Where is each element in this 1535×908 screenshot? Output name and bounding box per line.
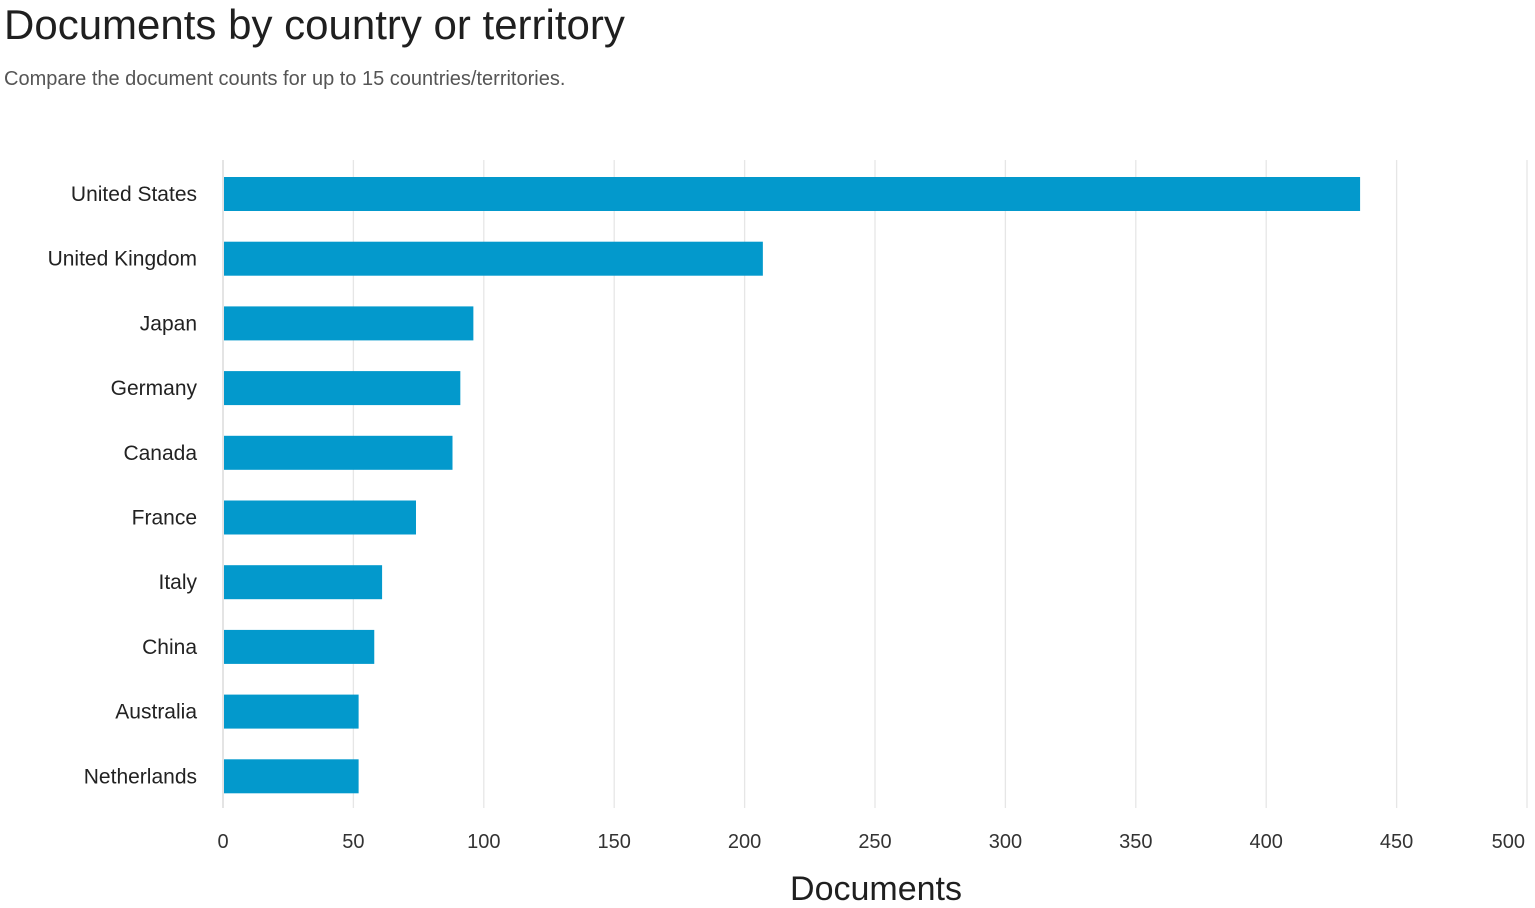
bar[interactable]: [224, 500, 416, 535]
chart-subtitle: Compare the document counts for up to 15…: [4, 68, 566, 90]
category-label: Germany: [111, 377, 198, 400]
x-tick-label: 400: [1250, 831, 1283, 853]
bars: [224, 177, 1361, 794]
bar[interactable]: [224, 435, 453, 470]
category-label: Canada: [123, 442, 197, 465]
category-label: Netherlands: [84, 765, 197, 788]
category-label: Italy: [158, 571, 197, 594]
bar[interactable]: [224, 694, 359, 729]
bar[interactable]: [224, 565, 383, 600]
x-tick-label: 200: [728, 831, 761, 853]
category-labels: United States United Kingdom Japan Germany C…: [48, 183, 198, 788]
x-tick-label: 250: [858, 831, 891, 853]
x-tick-label: 150: [598, 831, 631, 853]
x-tick-label: 500: [1492, 831, 1525, 853]
category-label: France: [132, 507, 197, 530]
chart-title: Documents by country or territory: [4, 1, 625, 48]
x-tick-label: 300: [989, 831, 1022, 853]
x-tick-label: 50: [342, 831, 364, 853]
category-label: United Kingdom: [48, 248, 197, 271]
category-label: Australia: [115, 701, 197, 724]
grid-lines: [222, 160, 1528, 808]
x-axis-title: Documents: [790, 870, 962, 908]
category-label: United States: [71, 183, 197, 206]
x-tick-label: 350: [1119, 831, 1152, 853]
x-tick-labels: 0 50 100 150 200 250 300 350 400 450 500: [217, 831, 1525, 853]
bar[interactable]: [224, 759, 359, 794]
bar[interactable]: [224, 371, 461, 406]
x-tick-label: 450: [1380, 831, 1413, 853]
x-tick-label: 0: [217, 831, 228, 853]
category-label: Japan: [140, 312, 197, 335]
bar[interactable]: [224, 629, 375, 664]
bar[interactable]: [224, 177, 1361, 211]
bar[interactable]: [224, 241, 763, 276]
bar[interactable]: [224, 306, 474, 341]
category-label: China: [142, 636, 197, 659]
x-tick-label: 100: [467, 831, 500, 853]
